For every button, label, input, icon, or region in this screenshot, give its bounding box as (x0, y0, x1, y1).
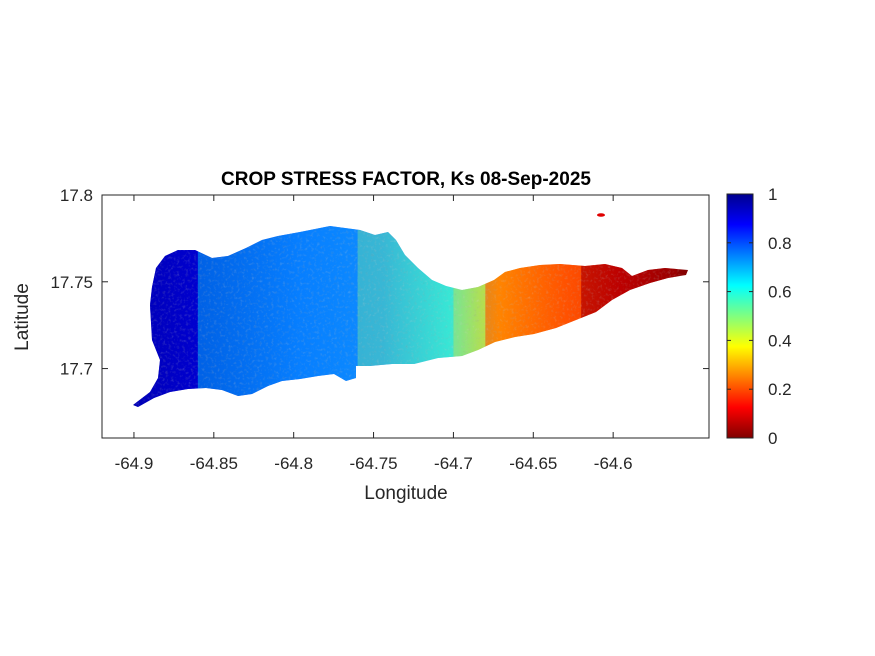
x-tick-label: -64.65 (509, 454, 557, 473)
ks-islet (597, 213, 605, 217)
colorbar-tick-label: 0.8 (768, 234, 792, 253)
x-tick-label: -64.6 (594, 454, 633, 473)
colorbar-gradient (726, 193, 754, 439)
plot-area (101, 194, 710, 439)
x-tick-label: -64.85 (190, 454, 238, 473)
x-tick-label: -64.75 (349, 454, 397, 473)
colorbar-tick-label: 1 (768, 185, 777, 204)
ks-zone-5 (581, 226, 678, 407)
x-tick-label: -64.8 (274, 454, 313, 473)
x-tick-label: -64.9 (115, 454, 154, 473)
x-axis: -64.9 -64.85 -64.8 -64.75 -64.7 -64.65 -64.6 (115, 195, 633, 473)
colorbar-tick-label: 0.4 (768, 331, 792, 350)
x-axis-label: Longitude (364, 483, 447, 504)
y-axis: 17.7 17.75 17.8 (50, 186, 709, 379)
colorbar: 0 0.2 0.4 0.6 0.8 1 (726, 185, 792, 448)
y-tick-label: 17.8 (60, 186, 93, 205)
y-axis-label: Latitude (12, 283, 33, 351)
axes-box (101, 194, 710, 439)
colorbar-tick-label: 0 (768, 429, 777, 448)
y-tick-label: 17.75 (50, 273, 93, 292)
colorbar-tick-label: 0.2 (768, 380, 792, 399)
x-tick-label: -64.7 (434, 454, 473, 473)
y-tick-label: 17.7 (60, 360, 93, 379)
chart-title: CROP STRESS FACTOR, Ks 08-Sep-2025 (221, 169, 591, 190)
colorbar-tick-label: 0.6 (768, 283, 792, 302)
ks-texture (133, 226, 688, 407)
